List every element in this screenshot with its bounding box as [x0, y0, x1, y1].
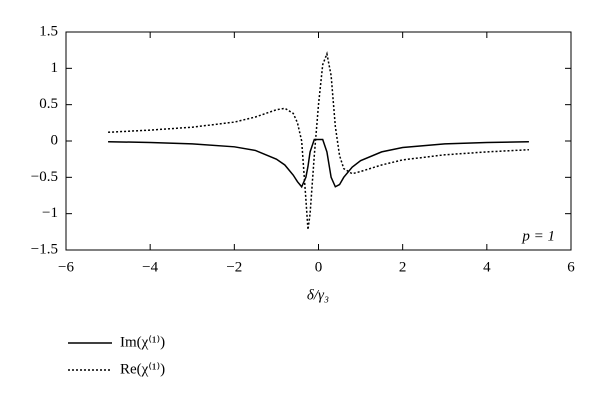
y-tick-label: 1.5: [39, 23, 58, 39]
legend-label: Re(χ⁽¹⁾): [120, 361, 165, 377]
x-tick-label: −6: [58, 259, 74, 275]
x-tick-label: 6: [567, 259, 575, 275]
y-tick-label: 0: [51, 132, 59, 148]
x-axis-label: δ/γ₃: [307, 287, 329, 303]
line-series: [108, 138, 529, 189]
x-tick-label: 4: [483, 259, 491, 275]
y-tick-label: −0.5: [31, 169, 58, 185]
legend-label: Im(χ⁽¹⁾): [120, 334, 165, 350]
y-tick-label: −1: [42, 205, 58, 221]
y-tick-label: 1: [51, 60, 59, 76]
x-tick-label: −2: [226, 259, 242, 275]
plot-frame: [65, 31, 572, 251]
y-tick-label: −1.5: [31, 241, 58, 257]
annotation: p = 1: [521, 228, 555, 244]
x-tick-label: 0: [315, 259, 323, 275]
x-tick-label: −4: [142, 259, 158, 275]
x-tick-label: 2: [399, 259, 407, 275]
line-series: [108, 51, 529, 230]
y-tick-label: 0.5: [39, 96, 58, 112]
